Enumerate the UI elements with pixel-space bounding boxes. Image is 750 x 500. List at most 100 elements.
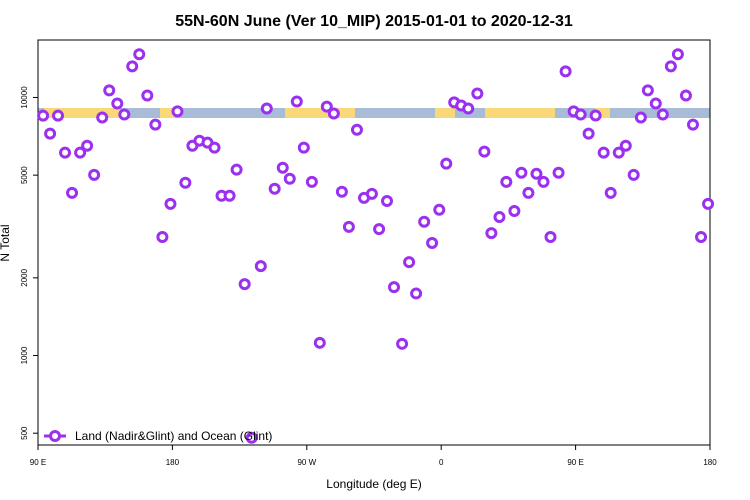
x-tick-label: 180 <box>166 458 180 467</box>
point <box>574 108 587 121</box>
point <box>66 186 79 199</box>
chart-title: 55N-60N June (Ver 10_MIP) 2015-01-01 to … <box>175 13 573 30</box>
y-tick-label: 1000 <box>20 346 29 364</box>
point <box>96 111 109 124</box>
point <box>254 260 267 273</box>
point <box>493 211 506 224</box>
point <box>373 223 386 236</box>
point <box>283 172 296 185</box>
point <box>327 107 340 120</box>
point <box>276 161 289 174</box>
point <box>522 186 535 199</box>
x-tick-label: 180 <box>703 458 717 467</box>
x-tick-label: 90 E <box>567 458 583 467</box>
point <box>37 109 50 122</box>
point <box>589 109 602 122</box>
point <box>238 278 251 291</box>
point <box>515 166 528 179</box>
point <box>245 431 258 444</box>
point <box>396 337 409 350</box>
point <box>597 146 610 159</box>
point <box>149 118 162 131</box>
y-tick-label: 5000 <box>20 166 29 184</box>
point <box>365 187 378 200</box>
point <box>403 256 416 269</box>
point <box>118 108 131 121</box>
x-axis-label: Longitude (deg E) <box>326 477 421 491</box>
point <box>559 65 572 78</box>
point <box>156 230 169 243</box>
point <box>260 102 273 115</box>
point <box>81 139 94 152</box>
point <box>440 157 453 170</box>
point <box>433 203 446 216</box>
point <box>208 141 221 154</box>
point <box>426 236 439 249</box>
point <box>686 118 699 131</box>
point <box>52 109 65 122</box>
point <box>508 205 521 218</box>
x-tick-label: 90 E <box>30 458 46 467</box>
point <box>627 168 640 181</box>
legend-marker <box>49 430 61 442</box>
band-ocean <box>120 108 160 118</box>
point <box>320 100 333 113</box>
x-tick-label: 0 <box>439 458 444 467</box>
point <box>664 60 677 73</box>
point <box>88 168 101 181</box>
point <box>179 176 192 189</box>
point <box>604 186 617 199</box>
point <box>582 127 595 140</box>
point <box>342 220 355 233</box>
point <box>59 146 72 159</box>
point <box>380 194 393 207</box>
point <box>485 227 498 240</box>
point <box>388 281 401 294</box>
point <box>223 189 236 202</box>
map-band <box>38 108 710 118</box>
series <box>37 48 715 444</box>
y-tick-label: 2000 <box>20 268 29 286</box>
point <box>133 48 146 61</box>
band-ocean <box>175 108 285 118</box>
point <box>695 230 708 243</box>
point <box>111 97 124 110</box>
point <box>552 166 565 179</box>
point <box>478 145 491 158</box>
y-tick-label: 10000 <box>20 86 29 109</box>
point <box>268 182 281 195</box>
point <box>44 127 57 140</box>
point <box>612 146 625 159</box>
point <box>530 167 543 180</box>
point <box>418 215 431 228</box>
point <box>656 108 669 121</box>
point <box>634 111 647 124</box>
point <box>305 175 318 188</box>
point <box>141 89 154 102</box>
plot-frame <box>37 39 711 446</box>
point <box>619 139 632 152</box>
point <box>164 197 177 210</box>
point <box>103 84 116 97</box>
band-ocean <box>355 108 435 118</box>
point <box>230 163 243 176</box>
point <box>679 89 692 102</box>
point <box>171 105 184 118</box>
point <box>462 102 475 115</box>
point <box>471 87 484 100</box>
point <box>350 123 363 136</box>
point <box>544 230 557 243</box>
point <box>297 141 310 154</box>
point <box>641 84 654 97</box>
point <box>702 197 715 210</box>
point <box>537 175 550 188</box>
y-axis-label: N Total <box>0 224 12 261</box>
point <box>410 287 423 300</box>
point <box>126 60 139 73</box>
point <box>290 95 303 108</box>
point <box>313 336 326 349</box>
point <box>500 175 513 188</box>
point <box>671 48 684 61</box>
point <box>649 97 662 110</box>
y-tick-label: 500 <box>20 426 29 440</box>
